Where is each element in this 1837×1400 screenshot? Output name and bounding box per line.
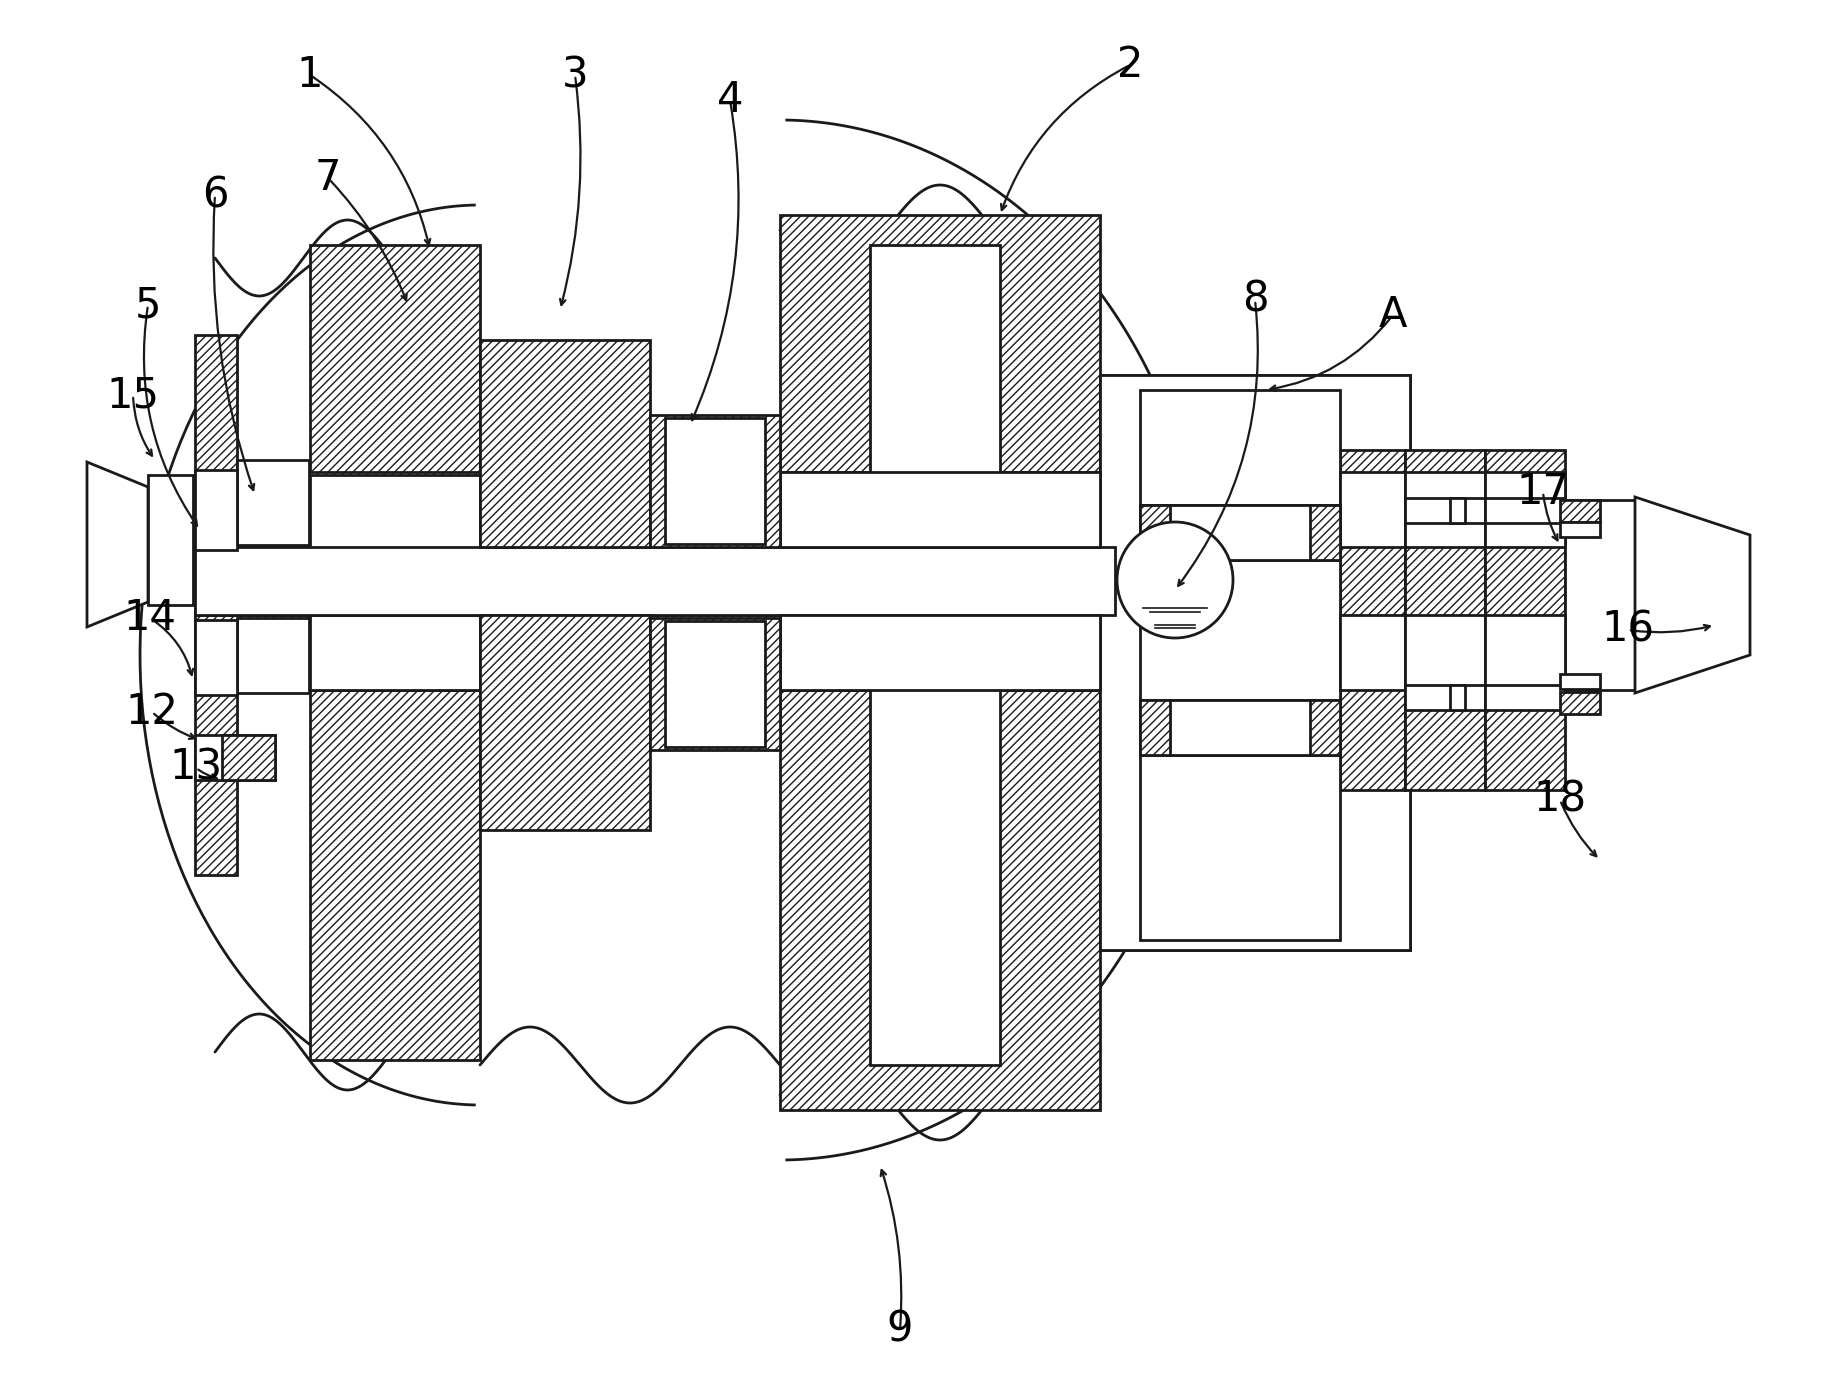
- Text: 5: 5: [134, 284, 162, 326]
- Bar: [1449, 685, 1464, 710]
- Bar: [479, 340, 650, 547]
- Bar: [665, 419, 764, 545]
- Text: 6: 6: [202, 174, 228, 216]
- Bar: [781, 615, 1100, 690]
- Bar: [1560, 500, 1600, 522]
- Bar: [310, 615, 479, 690]
- Bar: [195, 547, 1115, 615]
- Polygon shape: [1635, 497, 1751, 693]
- Text: 1: 1: [298, 55, 323, 97]
- Bar: [1405, 685, 1484, 710]
- Circle shape: [1117, 522, 1233, 638]
- Bar: [1565, 500, 1635, 690]
- Bar: [237, 461, 309, 545]
- Bar: [871, 245, 999, 1065]
- Text: 18: 18: [1534, 778, 1587, 820]
- Bar: [195, 472, 1115, 547]
- Text: 12: 12: [125, 692, 178, 734]
- Bar: [310, 475, 479, 550]
- Bar: [195, 470, 237, 550]
- Text: 17: 17: [1517, 470, 1569, 512]
- Bar: [1484, 498, 1565, 524]
- Bar: [195, 615, 1115, 690]
- Bar: [1141, 700, 1339, 755]
- Bar: [479, 615, 650, 830]
- Bar: [1560, 673, 1600, 689]
- Bar: [650, 617, 781, 750]
- Bar: [222, 735, 276, 780]
- Bar: [1449, 498, 1464, 524]
- Bar: [195, 735, 276, 780]
- Bar: [1339, 615, 1405, 690]
- Text: 2: 2: [1117, 43, 1143, 85]
- Bar: [1310, 700, 1339, 755]
- Bar: [1100, 375, 1411, 951]
- Text: 8: 8: [1242, 279, 1268, 321]
- Bar: [195, 620, 237, 694]
- Bar: [149, 475, 193, 605]
- Bar: [1339, 449, 1405, 790]
- Bar: [1165, 700, 1315, 755]
- Text: A: A: [1380, 294, 1407, 336]
- Bar: [310, 245, 479, 1060]
- Bar: [1484, 685, 1565, 710]
- Bar: [1141, 391, 1339, 939]
- Bar: [781, 216, 1100, 1110]
- Text: 16: 16: [1602, 609, 1655, 651]
- Bar: [665, 622, 764, 748]
- Text: 4: 4: [716, 78, 744, 120]
- Bar: [1310, 505, 1339, 560]
- Bar: [1339, 472, 1405, 547]
- Bar: [1484, 615, 1565, 690]
- Text: 13: 13: [169, 748, 222, 790]
- Bar: [1100, 375, 1411, 951]
- Text: 15: 15: [107, 374, 160, 416]
- Bar: [781, 472, 1100, 547]
- Bar: [1405, 472, 1484, 547]
- Text: 9: 9: [887, 1309, 913, 1351]
- Bar: [1165, 505, 1315, 560]
- Bar: [1484, 472, 1565, 547]
- Bar: [1484, 449, 1565, 790]
- Bar: [1141, 505, 1170, 560]
- Bar: [1560, 522, 1600, 538]
- Bar: [1141, 700, 1170, 755]
- Text: 14: 14: [123, 596, 176, 638]
- Bar: [650, 414, 781, 547]
- Bar: [1405, 498, 1484, 524]
- Polygon shape: [86, 462, 149, 627]
- Bar: [1405, 449, 1484, 790]
- Text: 3: 3: [562, 55, 588, 97]
- Bar: [1560, 692, 1600, 714]
- Bar: [237, 617, 309, 693]
- Bar: [195, 335, 237, 875]
- Bar: [1405, 615, 1484, 690]
- Text: 7: 7: [314, 157, 342, 199]
- Bar: [1141, 505, 1339, 560]
